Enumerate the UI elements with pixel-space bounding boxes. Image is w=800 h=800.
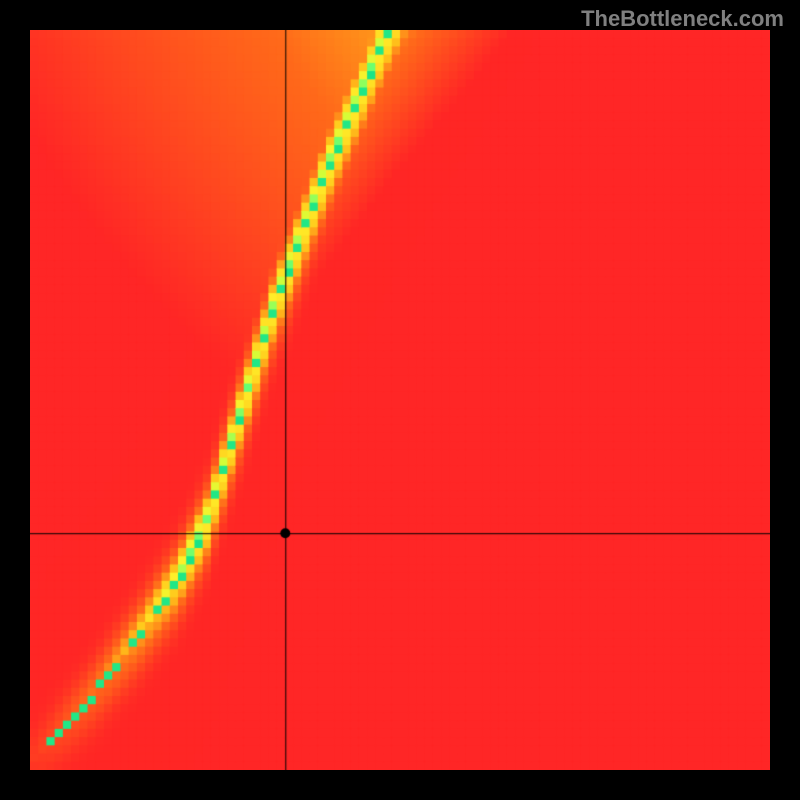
plot-area	[30, 30, 770, 770]
chart-container: TheBottleneck.com	[0, 0, 800, 800]
watermark-text: TheBottleneck.com	[581, 6, 784, 32]
bottleneck-heatmap	[30, 30, 770, 770]
